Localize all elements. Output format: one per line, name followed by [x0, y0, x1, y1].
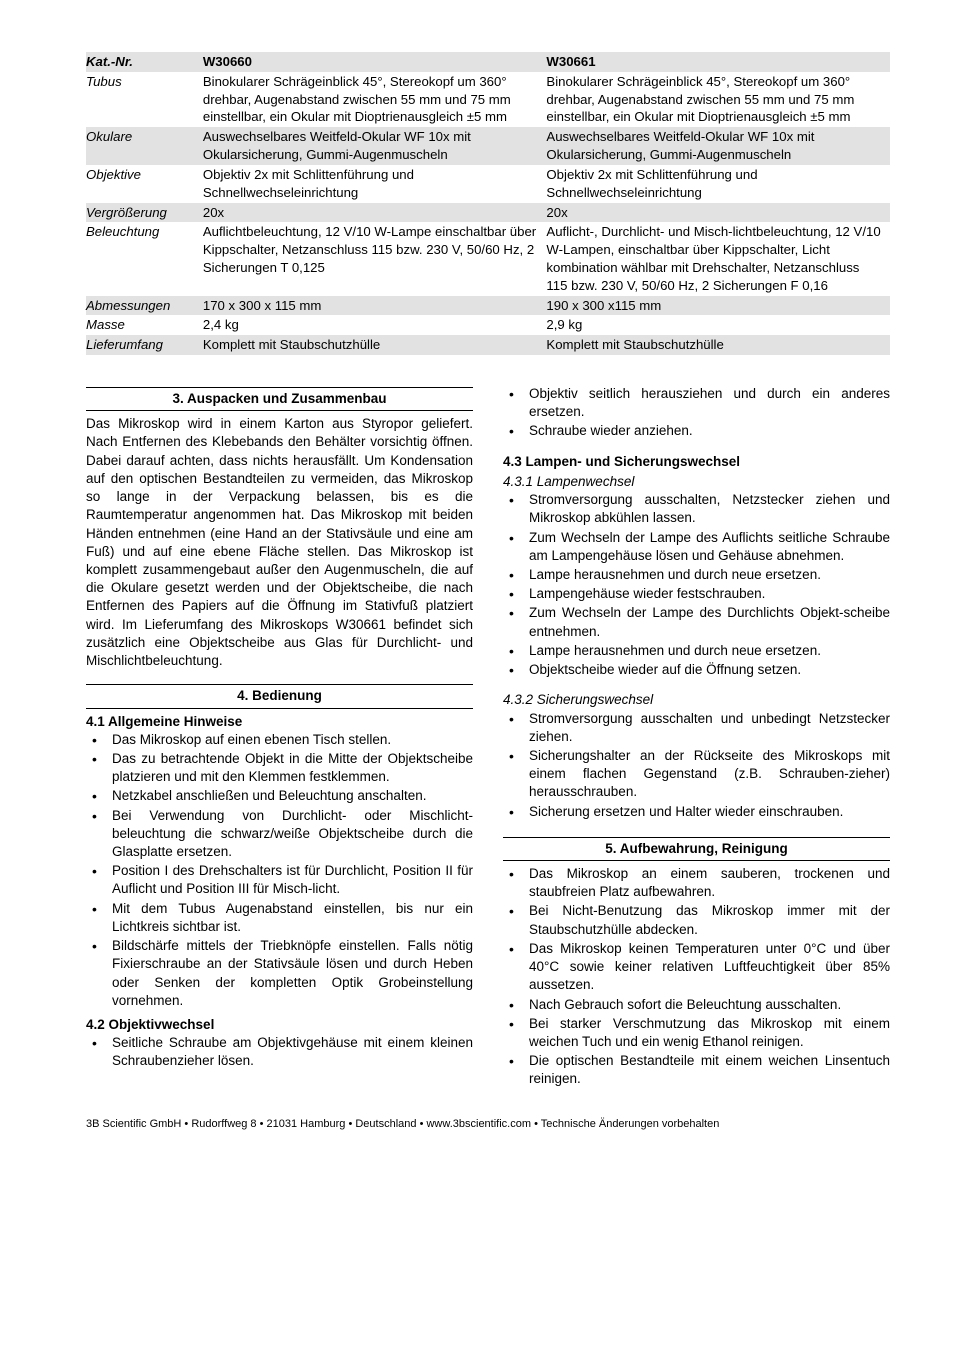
list-item: Das zu betrachtende Objekt in die Mitte … [86, 750, 473, 786]
list-item: Lampe herausnehmen und durch neue ersetz… [503, 642, 890, 660]
list-4-2: Seitliche Schraube am Objektivgehäuse mi… [86, 1034, 473, 1070]
list-item: Seitliche Schraube am Objektivgehäuse mi… [86, 1034, 473, 1070]
list-item: Das Mikroskop auf einen ebenen Tisch ste… [86, 731, 473, 749]
spec-row-col-a: Binokularer Schrägeinblick 45°, Stereoko… [203, 72, 547, 127]
heading-4-1: 4.1 Allgemeine Hinweise [86, 713, 473, 731]
list-item: Zum Wechseln der Lampe des Auflichts sei… [503, 529, 890, 565]
spec-row-col-a: Objektiv 2x mit Schlittenführung und Sch… [203, 165, 547, 203]
spec-row-col-a: 2,4 kg [203, 315, 547, 335]
list-item: Stromversorgung ausschalten, Netzstecker… [503, 491, 890, 527]
spec-row-label: Lieferumfang [86, 335, 203, 355]
spec-row-col-b: W30661 [546, 52, 890, 72]
list-item: Sicherung ersetzen und Halter wieder ein… [503, 803, 890, 821]
right-column: Objektiv seitlich herausziehen und durch… [503, 383, 890, 1095]
list-item: Zum Wechseln der Lampe des Durchlichts O… [503, 604, 890, 640]
spec-row-col-a: Komplett mit Staubschutzhülle [203, 335, 547, 355]
spec-row: BeleuchtungAuflichtbeleuchtung, 12 V/10 … [86, 222, 890, 295]
list-4-3-2: Stromversorgung ausschalten und unbeding… [503, 710, 890, 821]
spec-row-col-b: Auswechselbares Weitfeld-Okular WF 10x m… [546, 127, 890, 165]
spec-row-col-a: Auswechselbares Weitfeld-Okular WF 10x m… [203, 127, 547, 165]
list-item: Bei Nicht-Benutzung das Mikroskop immer … [503, 902, 890, 938]
spec-row: Masse2,4 kg2,9 kg [86, 315, 890, 335]
page-footer: 3B Scientific GmbH • Rudorffweg 8 • 2103… [86, 1117, 890, 1132]
list-item: Nach Gebrauch sofort die Beleuchtung aus… [503, 996, 890, 1014]
spec-row-col-b: Komplett mit Staubschutzhülle [546, 335, 890, 355]
spec-row-label: Tubus [86, 72, 203, 127]
spec-row: OkulareAuswechselbares Weitfeld-Okular W… [86, 127, 890, 165]
spec-row: Kat.-Nr.W30660W30661 [86, 52, 890, 72]
list-item: Das Mikroskop an einem sauberen, trocken… [503, 865, 890, 901]
spec-row-col-a: 20x [203, 203, 547, 223]
list-item: Netzkabel anschließen und Beleuchtung an… [86, 787, 473, 805]
section-4-title: 4. Bedienung [86, 684, 473, 708]
spec-row: Abmessungen170 x 300 x 115 mm190 x 300 x… [86, 296, 890, 316]
spec-row-col-b: 20x [546, 203, 890, 223]
spec-row-col-b: Binokularer Schrägeinblick 45°, Stereoko… [546, 72, 890, 127]
spec-row-col-a: Auflichtbeleuchtung, 12 V/10 W-Lampe ein… [203, 222, 547, 295]
spec-row-col-b: Auflicht-, Durchlicht- und Misch-lichtbe… [546, 222, 890, 295]
heading-4-2: 4.2 Objektivwechsel [86, 1016, 473, 1034]
spec-row-col-b: 190 x 300 x115 mm [546, 296, 890, 316]
list-item: Sicherungshalter an der Rückseite des Mi… [503, 747, 890, 802]
list-4-3-1: Stromversorgung ausschalten, Netzstecker… [503, 491, 890, 679]
spec-row: ObjektiveObjektiv 2x mit Schlittenführun… [86, 165, 890, 203]
list-4-2-cont: Objektiv seitlich herausziehen und durch… [503, 385, 890, 441]
list-item: Bei starker Verschmutzung das Mikroskop … [503, 1015, 890, 1051]
heading-4-3: 4.3 Lampen- und Sicherungswechsel [503, 453, 890, 471]
spec-row-label: Kat.-Nr. [86, 52, 203, 72]
spec-row-label: Abmessungen [86, 296, 203, 316]
left-column: 3. Auspacken und Zusammenbau Das Mikrosk… [86, 383, 473, 1095]
list-item: Position I des Drehschalters ist für Dur… [86, 862, 473, 898]
list-item: Die optischen Bestandteile mit einem wei… [503, 1052, 890, 1088]
heading-4-3-2: 4.3.2 Sicherungswechsel [503, 691, 890, 709]
spec-row-label: Okulare [86, 127, 203, 165]
spec-row-col-a: 170 x 300 x 115 mm [203, 296, 547, 316]
list-item: Objektiv seitlich herausziehen und durch… [503, 385, 890, 421]
spec-table: Kat.-Nr.W30660W30661TubusBinokularer Sch… [86, 52, 890, 355]
list-item: Objektscheibe wieder auf die Öffnung set… [503, 661, 890, 679]
spec-row-col-b: Objektiv 2x mit Schlittenführung und Sch… [546, 165, 890, 203]
list-item: Das Mikroskop keinen Temperaturen unter … [503, 940, 890, 995]
spec-row-label: Vergrößerung [86, 203, 203, 223]
list-item: Stromversorgung ausschalten und unbeding… [503, 710, 890, 746]
list-5: Das Mikroskop an einem sauberen, trocken… [503, 865, 890, 1089]
spec-row-label: Beleuchtung [86, 222, 203, 295]
list-4-1: Das Mikroskop auf einen ebenen Tisch ste… [86, 731, 473, 1010]
list-item: Lampe herausnehmen und durch neue ersetz… [503, 566, 890, 584]
list-item: Mit dem Tubus Augenabstand einstellen, b… [86, 900, 473, 936]
spec-row-col-a: W30660 [203, 52, 547, 72]
list-item: Schraube wieder anziehen. [503, 422, 890, 440]
list-item: Lampengehäuse wieder festschrauben. [503, 585, 890, 603]
spec-row: LieferumfangKomplett mit Staubschutzhüll… [86, 335, 890, 355]
list-item: Bei Verwendung von Durchlicht- oder Misc… [86, 807, 473, 862]
spec-row-label: Masse [86, 315, 203, 335]
heading-4-3-1: 4.3.1 Lampenwechsel [503, 473, 890, 491]
section-5-title: 5. Aufbewahrung, Reinigung [503, 837, 890, 861]
spec-row: Vergrößerung20x20x [86, 203, 890, 223]
section-3-para: Das Mikroskop wird in einem Karton aus S… [86, 415, 473, 670]
spec-row-col-b: 2,9 kg [546, 315, 890, 335]
spec-row: TubusBinokularer Schrägeinblick 45°, Ste… [86, 72, 890, 127]
section-3-title: 3. Auspacken und Zusammenbau [86, 387, 473, 411]
spec-row-label: Objektive [86, 165, 203, 203]
list-item: Bildschärfe mittels der Triebknöpfe eins… [86, 937, 473, 1010]
